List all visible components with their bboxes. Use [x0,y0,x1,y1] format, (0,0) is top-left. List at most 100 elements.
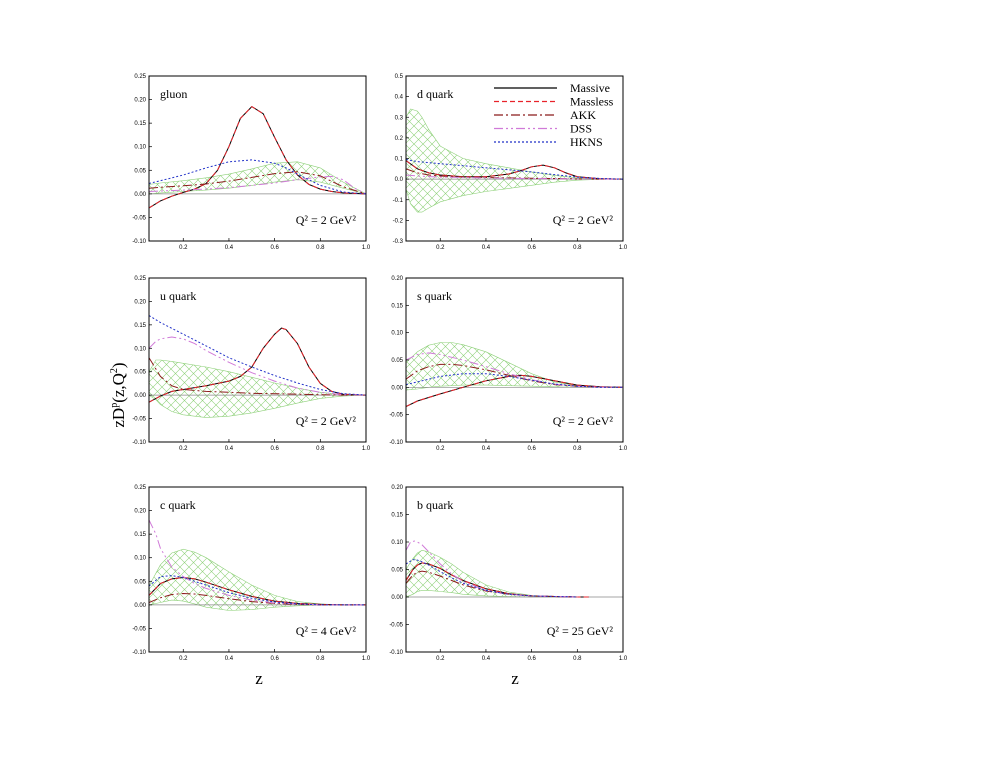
y-tick-label: 0.10 [391,331,403,337]
panel-frame [148,277,367,443]
y-tick-label: -0.05 [389,413,403,419]
series-line-massless [406,562,589,598]
uncertainty-band [149,548,366,611]
y-tick-label: -0.10 [132,239,146,245]
y-tick-label: 0.15 [134,532,146,538]
x-tick-label: 0.6 [527,446,536,452]
x-tick-label: 1.0 [362,245,371,251]
x-tick-label: 0.2 [436,245,445,251]
x-tick-label: 0.4 [225,245,234,251]
x-tick-label: 0.2 [179,245,188,251]
x-tick-label: 0.6 [270,245,279,251]
series-line-dss [149,519,366,606]
y-tick-label: 0.00 [391,595,403,601]
q2-label: Q² = 4 GeV² [296,624,357,638]
y-tick-label: 0.10 [134,556,146,562]
legend-label-massless: Massless [570,95,614,109]
y-tick-label: 0.20 [134,299,146,305]
y-tick-label: 0.15 [134,121,146,127]
series-line-hkns [406,373,623,388]
y-tick-label: 0.10 [134,145,146,151]
series-line-hkns [406,559,578,598]
x-tick-label: 0.4 [482,245,491,251]
y-tick-label: 0.05 [391,358,403,364]
y-tick-label: 0.3 [395,115,404,121]
panel-title: b quark [417,498,453,512]
y-axis-label-sup: p [109,403,120,408]
x-tick-label: 0.8 [316,446,325,452]
y-tick-label: -0.05 [132,626,146,632]
q2-label: Q² = 2 GeV² [553,414,614,428]
panel-frame [148,75,367,242]
q2-label: Q² = 2 GeV² [296,213,357,227]
y-tick-label: -0.05 [132,215,146,221]
plot-area [149,105,366,209]
uncertainty-band [149,161,366,195]
y-tick-label: -0.10 [132,650,146,656]
legend-label-dss: DSS [570,122,592,136]
y-tick-label: 0.20 [391,276,403,282]
y-tick-label: 0.15 [391,513,403,519]
plot-area [149,519,366,611]
y-tick-label: 0.0 [395,177,404,183]
series-line-massless [149,105,366,209]
y-tick-label: -0.10 [132,440,146,446]
series-line-akk [149,357,366,396]
panel-title: u quark [160,289,196,303]
y-tick-label: 0.10 [391,540,403,546]
y-axis-label-tail: (z,Q [109,373,128,403]
x-tick-label: 0.2 [436,446,445,452]
y-axis-label: zDp(z,Q2) [109,362,128,427]
y-tick-label: -0.3 [393,239,404,245]
x-tick-label: 0.2 [179,656,188,662]
panels-group: 0.2 0.4 0.6 0.8 1.0 -0.10 -0.05 0.00 0.05 0.10 0.1… [132,74,628,662]
y-tick-label: 0.25 [134,485,146,491]
y-tick-label: 0.20 [134,509,146,515]
uncertainty-band [406,342,623,391]
x-tick-label: 0.2 [436,656,445,662]
panel-title: gluon [160,87,187,101]
x-axis-label-right: z [511,669,519,688]
x-tick-label: 0.4 [482,656,491,662]
series-line-massless [149,327,366,403]
series-line-hkns [149,159,366,195]
panel-s-quark: 0.2 0.4 0.6 0.8 1.0 -0.10 -0.05 0.00 0.05 0.10 0.1… [389,276,628,452]
plot-area [406,540,623,598]
x-tick-label: 0.8 [573,245,582,251]
panel-frame [148,486,367,653]
series-line-akk [149,592,366,606]
series-line-akk [406,570,578,598]
x-tick-label: 0.6 [270,656,279,662]
y-axis-label-main: zD [109,408,128,428]
x-tick-label: 1.0 [619,245,628,251]
series-line-akk [149,171,366,195]
uncertainty-band [149,359,366,418]
plot-area [406,108,623,213]
y-tick-label: -0.10 [389,650,403,656]
panel-u-quark: 0.2 0.4 0.6 0.8 1.0 -0.10 -0.05 0.00 0.05 0.10 0.1… [132,276,371,452]
x-tick-label: 0.6 [270,446,279,452]
series-line-dss [406,540,578,598]
x-axis-label-left: z [255,669,263,688]
x-tick-label: 1.0 [362,656,371,662]
x-tick-label: 1.0 [619,656,628,662]
panel-title: s quark [417,289,452,303]
y-tick-label: -0.10 [389,440,403,446]
y-tick-label: 0.20 [391,485,403,491]
y-tick-label: 0.05 [391,568,403,574]
y-tick-label: 0.5 [395,74,404,80]
y-tick-label: 0.15 [134,323,146,329]
series-line-massive [406,160,623,180]
x-tick-label: 0.8 [316,245,325,251]
y-tick-label: 0.25 [134,276,146,282]
y-axis-label-close: ) [109,362,128,368]
y-tick-label: 0.05 [134,370,146,376]
panel-c-quark: 0.2 0.4 0.6 0.8 1.0 -0.10 -0.05 0.00 0.05 0.10 0.1… [132,485,371,662]
panel-title: d quark [417,87,453,101]
series-line-massless [406,374,623,407]
y-tick-label: 0.05 [134,579,146,585]
series-line-dss [149,336,366,396]
y-tick-label: 0.00 [134,393,146,399]
legend-label-hkns: HKNS [570,135,603,149]
